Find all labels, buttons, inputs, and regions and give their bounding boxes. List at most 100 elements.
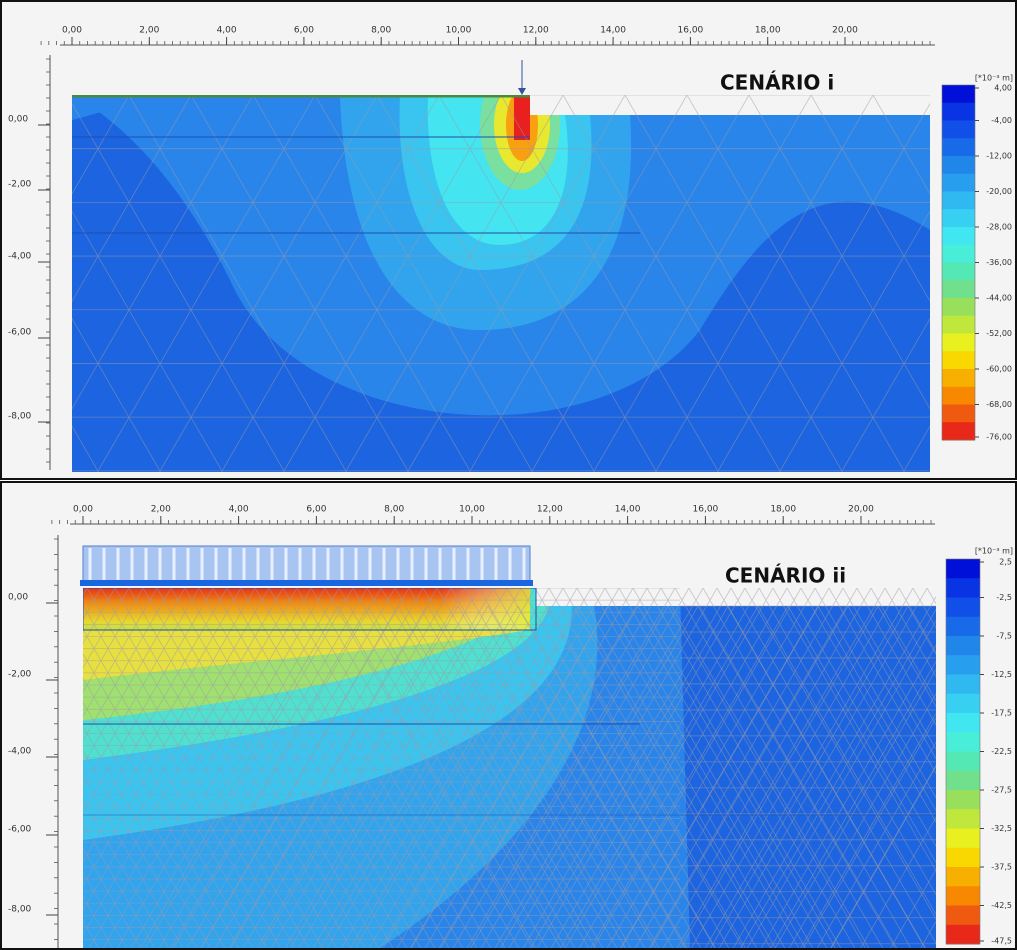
legend-band <box>946 886 980 906</box>
legend-label: -7,5 <box>996 632 1012 641</box>
x-tick-label: 6,00 <box>294 26 314 36</box>
x-tick-label: 8,00 <box>371 26 391 36</box>
legend-band <box>942 209 975 228</box>
legend-band <box>946 847 980 868</box>
legend-band <box>946 867 980 887</box>
x-tick-label: 20,00 <box>848 505 874 515</box>
legend-label: -20,00 <box>986 187 1012 196</box>
legend-band <box>946 751 980 772</box>
legend-band <box>946 732 980 752</box>
legend-band <box>946 636 980 656</box>
legend-band <box>942 138 975 157</box>
x-tick-label: 4,00 <box>229 505 249 515</box>
y-tick-label: -6,00 <box>8 825 32 835</box>
y-tick-label: -2,00 <box>8 670 32 680</box>
legend-label: -60,00 <box>986 365 1012 374</box>
legend-label: -12,00 <box>986 152 1012 161</box>
legend-band <box>946 616 980 637</box>
legend-label: 4,00 <box>994 84 1012 93</box>
x-tick-label: 2,00 <box>139 26 159 36</box>
legend-band <box>942 351 975 370</box>
legend-label: -36,00 <box>986 258 1012 267</box>
y-tick-label: -4,00 <box>8 747 32 757</box>
x-tick-label: 8,00 <box>384 505 404 515</box>
legend-band <box>946 597 980 618</box>
x-tick-label: 0,00 <box>73 505 93 515</box>
legend-label: -52,00 <box>986 329 1012 338</box>
footing <box>83 588 537 631</box>
distributed-load <box>82 545 531 583</box>
y-tick-label: -4,00 <box>8 252 32 262</box>
legend-band <box>942 262 975 281</box>
legend-label: 2,5 <box>999 558 1012 567</box>
mesh <box>72 95 930 472</box>
panel-title: CENÁRIO ii <box>725 564 846 588</box>
legend-label: -2,5 <box>996 593 1012 602</box>
legend-band <box>942 369 975 388</box>
legend-band <box>942 120 975 139</box>
x-tick-label: 4,00 <box>217 26 237 36</box>
contour-plot <box>83 588 936 948</box>
legend-band <box>942 173 975 192</box>
y-tick-label: -6,00 <box>8 328 32 338</box>
legend-band <box>942 280 975 299</box>
legend-band <box>942 404 975 423</box>
x-tick-label: 16,00 <box>678 26 704 36</box>
footing <box>514 95 530 140</box>
legend-band <box>946 770 980 791</box>
y-tick-label: -2,00 <box>8 180 32 190</box>
legend-band <box>942 227 975 246</box>
y-tick-label: -8,00 <box>8 905 32 915</box>
legend-band <box>946 809 980 829</box>
panel-title: CENÁRIO i <box>720 71 834 95</box>
mesh <box>83 588 936 948</box>
x-tick-label: 6,00 <box>306 505 326 515</box>
legend-label: -32,5 <box>991 824 1012 833</box>
x-tick-label: 14,00 <box>600 26 626 36</box>
x-tick-label: 10,00 <box>446 26 472 36</box>
mesh <box>140 605 936 948</box>
y-tick-label: 0,00 <box>8 593 28 603</box>
legend-band <box>946 674 980 695</box>
legend-band <box>942 315 975 334</box>
legend-band <box>942 102 975 121</box>
legend-band <box>946 905 980 926</box>
legend-band <box>946 828 980 849</box>
legend-band <box>942 85 975 104</box>
legend-unit: [*10⁻³ m] <box>975 547 1013 556</box>
load-line <box>80 580 533 586</box>
x-tick-label: 2,00 <box>151 505 171 515</box>
legend-band <box>946 790 980 810</box>
legend-band <box>946 578 980 598</box>
legend-band <box>942 422 975 441</box>
legend-band <box>942 244 975 263</box>
legend-band <box>946 713 980 733</box>
legend-band <box>942 333 975 352</box>
x-tick-label: 14,00 <box>615 505 641 515</box>
legend-band <box>942 298 975 317</box>
x-tick-label: 12,00 <box>537 505 563 515</box>
y-tick-label: 0,00 <box>8 115 28 125</box>
legend-band <box>942 191 975 210</box>
legend-band <box>946 924 980 945</box>
legend-band <box>946 655 980 675</box>
x-tick-label: 18,00 <box>755 26 781 36</box>
x-tick-label: 0,00 <box>62 26 82 36</box>
legend-label: -44,00 <box>986 294 1012 303</box>
legend-label: -22,5 <box>991 747 1012 756</box>
legend-label: -17,5 <box>991 709 1012 718</box>
legend-label: -42,5 <box>991 901 1012 910</box>
legend-band <box>946 559 980 579</box>
legend-label: -4,00 <box>991 116 1012 125</box>
load-arrow <box>518 88 526 95</box>
legend-band <box>946 693 980 714</box>
legend-label: -28,00 <box>986 223 1012 232</box>
excavation <box>530 95 930 115</box>
legend-label: -68,00 <box>986 400 1012 409</box>
contour-plot <box>72 95 930 472</box>
legend-label: -47,5 <box>991 937 1012 946</box>
x-tick-label: 20,00 <box>832 26 858 36</box>
legend-label: -27,5 <box>991 786 1012 795</box>
